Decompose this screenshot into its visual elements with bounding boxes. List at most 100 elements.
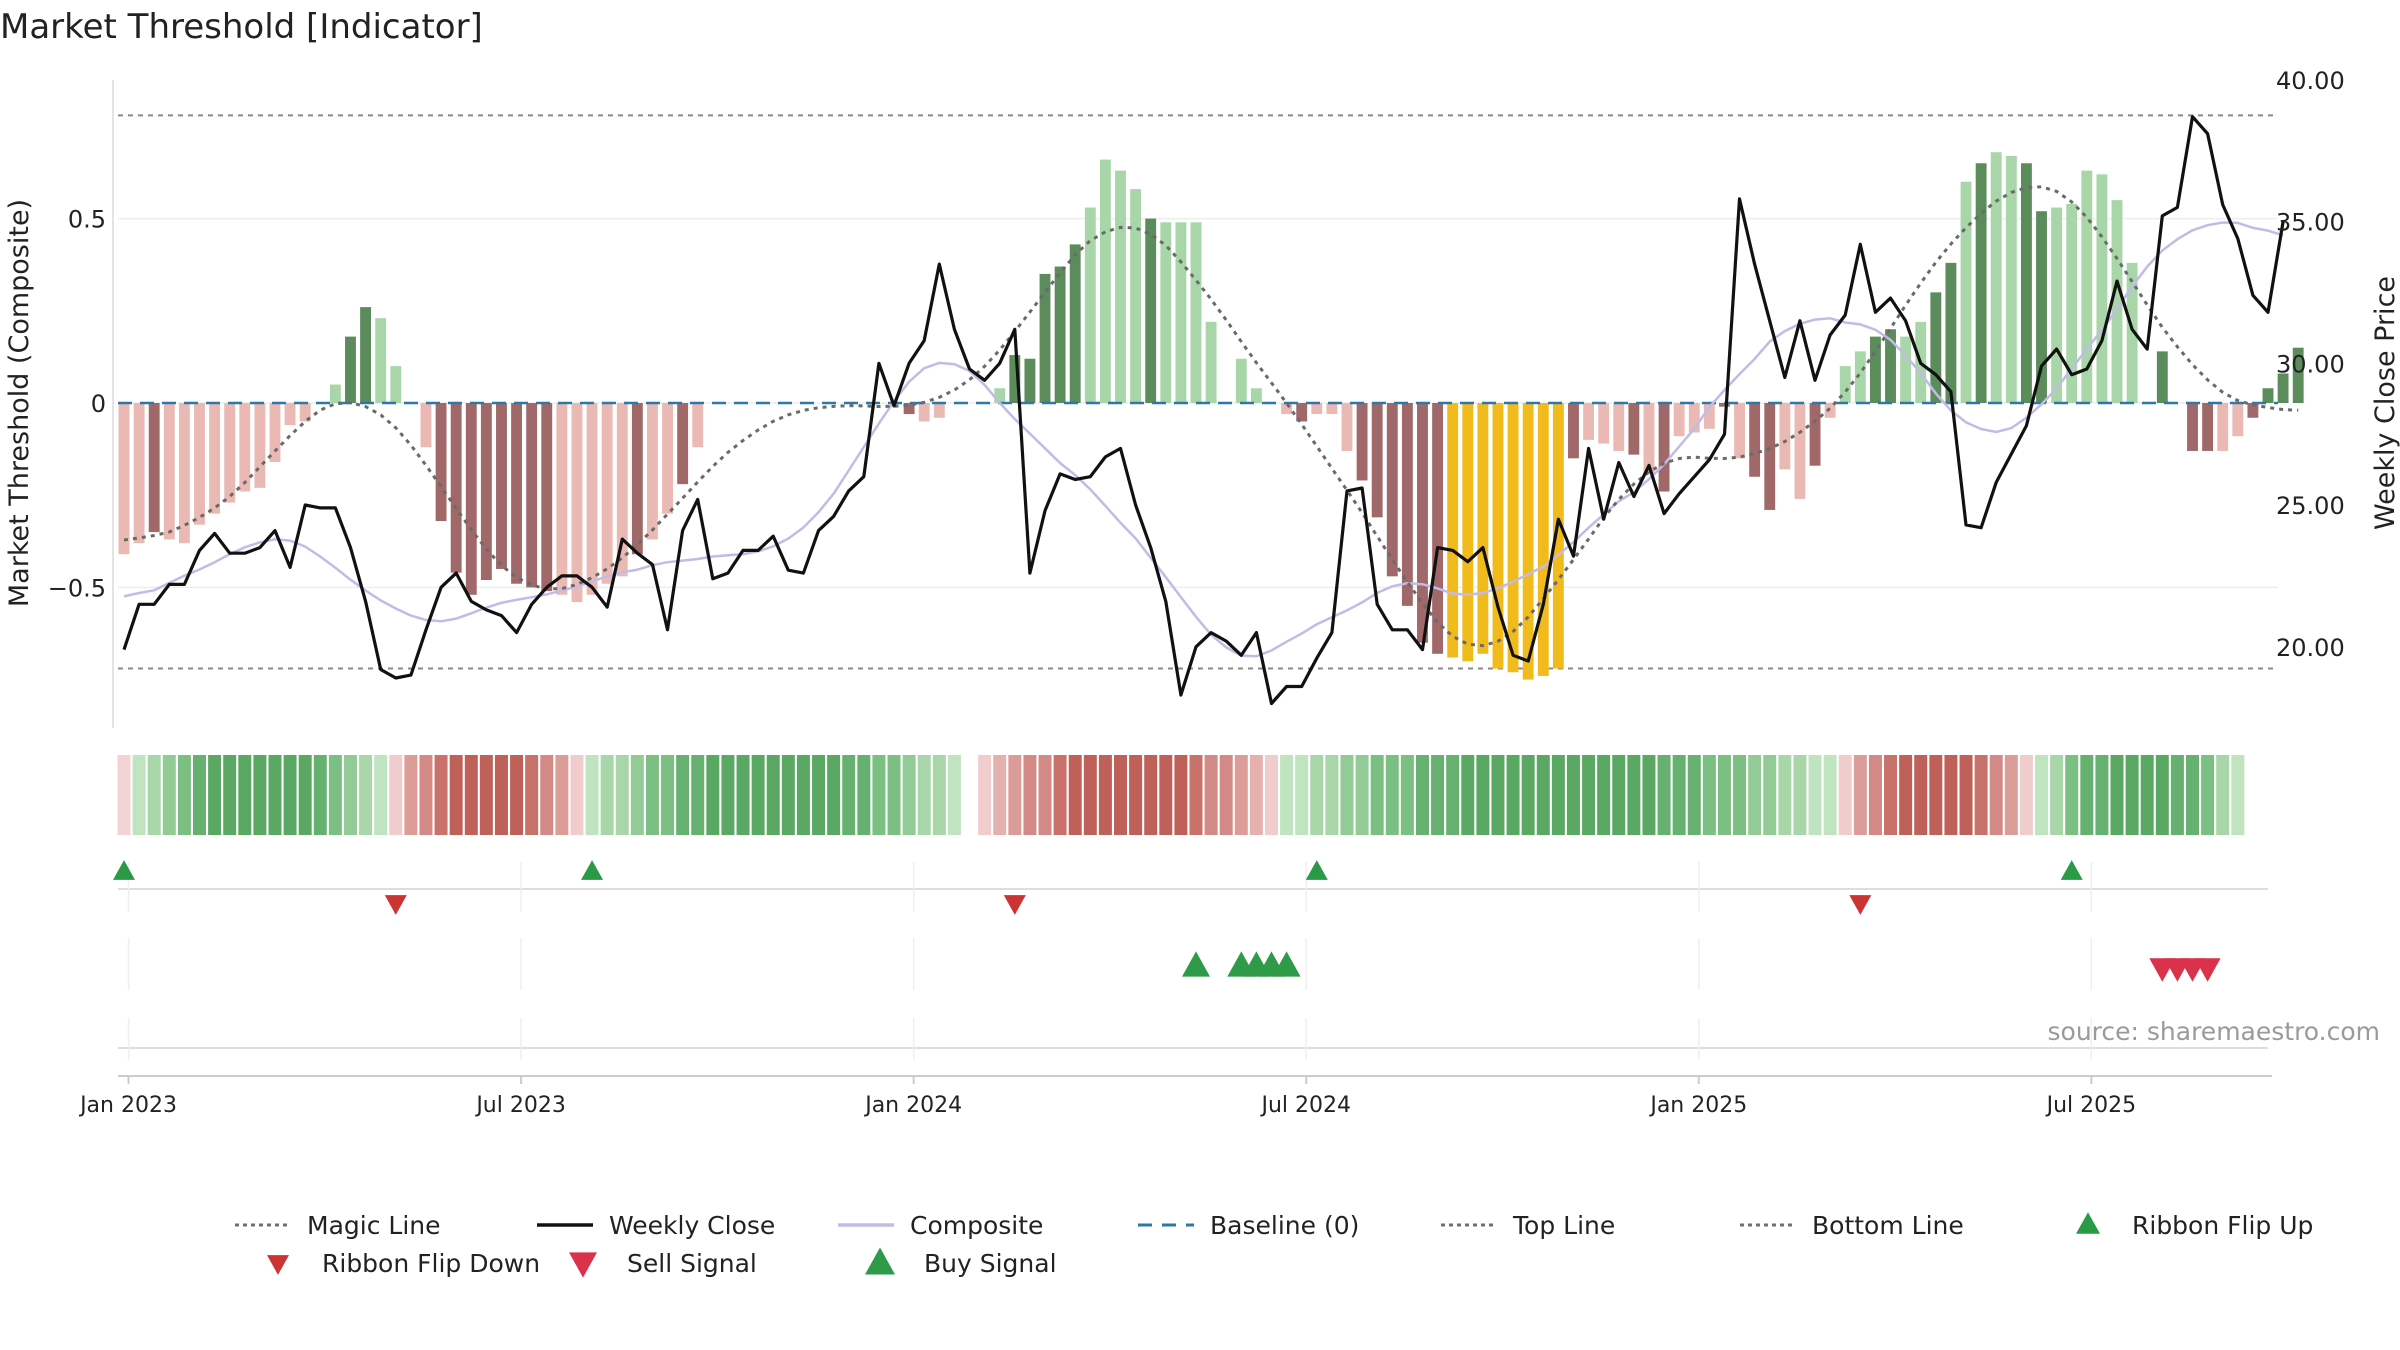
composite-bar — [1552, 403, 1564, 669]
ribbon-cell — [1808, 755, 1822, 835]
ribbon-cell — [555, 755, 569, 835]
ribbon-cell — [2035, 755, 2049, 835]
composite-bar — [1356, 403, 1368, 481]
composite-bar — [1386, 403, 1398, 577]
ribbon-cell — [1989, 755, 2003, 835]
ribbon-cell — [600, 755, 614, 835]
ribbon-cell — [978, 755, 992, 835]
legend-label: Ribbon Flip Down — [322, 1249, 540, 1278]
composite-bar — [2081, 170, 2093, 403]
composite-bar — [284, 403, 296, 426]
composite-bar — [239, 403, 251, 492]
ribbon-cell — [540, 755, 554, 835]
ribbon-cell — [404, 755, 418, 835]
ribbon-cell — [359, 755, 373, 835]
ribbon-cell — [781, 755, 795, 835]
composite-bar — [2111, 200, 2123, 403]
composite-bar — [1719, 403, 1730, 407]
main-panel: 0.5 0 −0.5 40.00 35.00 30.00 25.00 20.00 Marke… — [4, 67, 2400, 728]
ribbon-cell — [706, 755, 720, 835]
composite-bar — [1598, 403, 1610, 444]
composite-bar — [1673, 403, 1685, 437]
composite-bar — [209, 403, 221, 514]
ribbon-cell — [193, 755, 206, 835]
legend-item: Bottom Line — [1740, 1211, 1964, 1240]
composite-bar — [420, 403, 432, 448]
ribbon-cell — [1083, 755, 1097, 835]
ribbon-cell — [1884, 755, 1898, 835]
ribbon-cell — [1974, 755, 1988, 835]
ribbon-cell — [1733, 755, 1747, 835]
ribbon-cell — [374, 755, 388, 835]
ribbon-cell — [1899, 755, 1913, 835]
ribbon-cell — [2004, 755, 2018, 835]
ribbon-cell — [147, 755, 161, 835]
legend-label: Sell Signal — [627, 1249, 757, 1278]
legend-label: Weekly Close — [609, 1211, 775, 1240]
ribbon-cell — [1838, 755, 1852, 835]
ribbon-cell — [1385, 755, 1399, 835]
composite-bar — [1885, 329, 1896, 403]
composite-bar — [601, 403, 613, 584]
ribbon-cell — [1325, 755, 1339, 835]
composite-bar — [148, 403, 160, 533]
ribbon-cell — [1476, 755, 1490, 835]
composite-bar — [2096, 174, 2108, 403]
legend-item: Ribbon Flip Down — [267, 1249, 540, 1278]
composite-bar — [933, 403, 945, 418]
composite-bar — [1960, 181, 1972, 403]
ribbon-cell — [1687, 755, 1701, 835]
legend-triangle-up-icon — [2076, 1212, 2100, 1234]
composite-bar — [1839, 366, 1851, 403]
ribbon-cell — [1853, 755, 1867, 835]
signal-rows — [113, 860, 2268, 1060]
chart-title: Market Threshold [Indicator] — [0, 7, 483, 47]
ribbon-cell — [238, 755, 252, 835]
ribbon-cell — [993, 755, 1007, 835]
ribbon-cell — [887, 755, 901, 835]
ribbon-cell — [1763, 755, 1777, 835]
ribbon-cell — [177, 755, 191, 835]
ribbon-cell — [917, 755, 931, 835]
composite-bar — [662, 403, 673, 514]
ribbon-cell — [1129, 755, 1143, 835]
ribbon-cell — [1189, 755, 1203, 835]
ribbon-cell — [1748, 755, 1762, 835]
composite-bar — [2020, 163, 2032, 403]
ribbon-cell — [449, 755, 463, 835]
legend-label: Ribbon Flip Up — [2132, 1211, 2313, 1240]
right-axis-ticks: 40.00 35.00 30.00 25.00 20.00 — [2276, 67, 2345, 662]
ribbon-cell — [676, 755, 690, 835]
right-axis-label: Weekly Close Price — [2370, 276, 2400, 530]
composite-bar — [647, 403, 658, 540]
composite-bar — [1930, 292, 1942, 403]
composite-bar — [1568, 403, 1579, 459]
ribbon-cell — [1234, 755, 1248, 835]
x-tick-label: Jul 2023 — [474, 1093, 566, 1118]
ribbon-flip-up-marker — [581, 860, 604, 880]
ribbon-cell — [585, 755, 599, 835]
ribbon-cell — [1340, 755, 1354, 835]
ribbon-cell — [1672, 755, 1686, 835]
composite-bar — [2217, 403, 2229, 451]
composite-bar — [1734, 403, 1745, 459]
right-tick-label: 20.00 — [2276, 634, 2345, 662]
composite-bar — [269, 403, 281, 463]
ribbon-cell — [661, 755, 675, 835]
weekly-close-line — [122, 115, 2285, 706]
composite-bar — [1417, 403, 1428, 643]
ribbon-cell — [434, 755, 448, 835]
ribbon-cell — [1174, 755, 1188, 835]
ribbon-cell — [1551, 755, 1565, 835]
composite-bar — [692, 403, 704, 448]
ribbon-cell — [857, 755, 871, 835]
composite-bar — [1507, 403, 1519, 673]
composite-bar — [2126, 262, 2138, 403]
ribbon-cell — [570, 755, 584, 835]
series-lines — [118, 115, 2299, 706]
ribbon-cell — [1038, 755, 1052, 835]
composite-bar — [1190, 222, 1202, 403]
legend-triangle-up-icon — [865, 1247, 895, 1275]
legend-item: Sell Signal — [569, 1249, 757, 1278]
legend-label: Top Line — [1512, 1211, 1615, 1240]
